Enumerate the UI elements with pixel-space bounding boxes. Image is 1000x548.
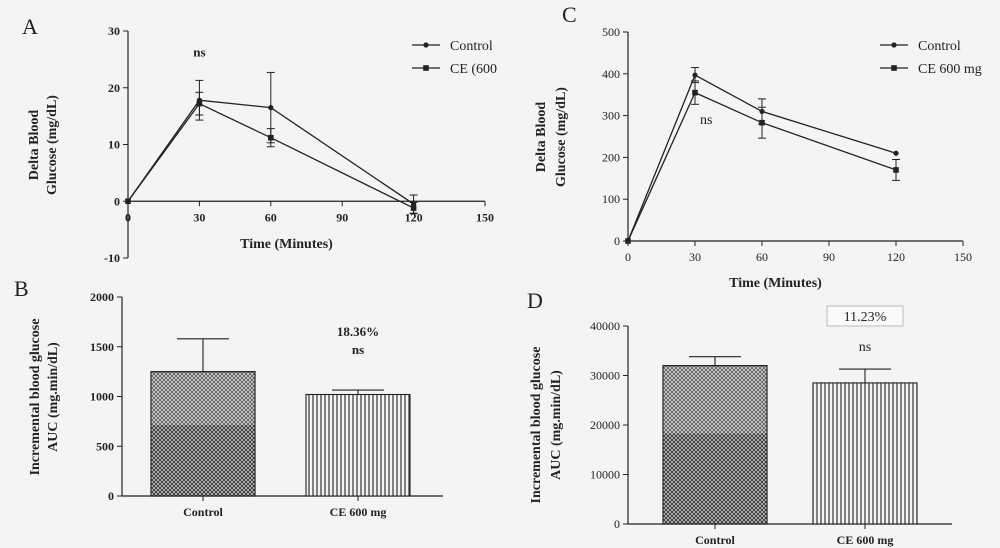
x-tick-label: 30 bbox=[689, 250, 701, 264]
panel-letter: D bbox=[527, 288, 543, 313]
series-line-0 bbox=[127, 99, 414, 205]
y-tick-label: 200 bbox=[602, 150, 620, 164]
data-point bbox=[759, 119, 765, 126]
series-line-0 bbox=[627, 74, 897, 242]
panel-letter: B bbox=[14, 276, 29, 301]
data-point bbox=[692, 89, 698, 96]
data-point bbox=[410, 205, 417, 211]
x-category-label: CE 600 mg bbox=[330, 505, 387, 519]
y-tick-label: 100 bbox=[602, 192, 620, 206]
y-tick-label: 500 bbox=[602, 25, 620, 39]
panel-b: B 0 500 1000 1500 2000 Control CE 600 mg Increme… bbox=[14, 276, 443, 519]
y-tick-label: 1000 bbox=[90, 390, 114, 404]
y-tick-label: 20000 bbox=[590, 418, 620, 432]
y-tick-label: 0 bbox=[108, 489, 114, 503]
x-tick-label: 150 bbox=[476, 210, 494, 224]
significance-label: ns bbox=[859, 340, 871, 355]
percent-reduction-label: 18.36% bbox=[337, 324, 379, 339]
x-tick-label: 0 bbox=[125, 210, 131, 224]
y-tick-label: 2000 bbox=[90, 290, 114, 304]
x-tick-label: 120 bbox=[887, 250, 905, 264]
legend-marker bbox=[423, 65, 429, 71]
y-axis-title-line: Incremental blood glucose bbox=[28, 319, 43, 476]
x-category-label: CE 600 mg bbox=[837, 533, 894, 547]
x-tick-label: 0 bbox=[625, 250, 631, 264]
x-tick-label: 30 bbox=[193, 210, 205, 224]
panel-letter: C bbox=[562, 2, 577, 27]
y-tick-label: 0 bbox=[114, 194, 120, 208]
x-axis-title: Time (Minutes) bbox=[240, 237, 333, 252]
y-tick-label: 10 bbox=[108, 138, 120, 152]
x-tick-label: 60 bbox=[265, 210, 277, 224]
y-axis-title-line: Delta Blood bbox=[27, 110, 42, 181]
series-line-1 bbox=[127, 102, 414, 209]
data-point bbox=[125, 198, 131, 205]
legend-label: CE (600 bbox=[450, 62, 497, 77]
legend-marker bbox=[891, 65, 897, 71]
bar bbox=[812, 382, 918, 525]
y-tick-label: 30 bbox=[108, 24, 120, 38]
significance-label: ns bbox=[193, 45, 205, 60]
y-tick-label: 0 bbox=[614, 517, 620, 531]
y-axis-title-line: Incremental blood glucose bbox=[529, 347, 544, 504]
panel-d: D 0 10000 20000 30000 40000 Control CE 600 mg In… bbox=[527, 288, 952, 547]
panel-a: A -10 0 10 20 30 0 30 60 90 120 150 Time (Minutes) De… bbox=[22, 14, 497, 265]
y-tick-label: 400 bbox=[602, 67, 620, 81]
bar-shade bbox=[151, 425, 255, 496]
data-point bbox=[196, 100, 203, 107]
panel-c: C 0 100 200 300 400 500 0 30 60 90 120 150 Time (Minu… bbox=[534, 2, 982, 291]
data-point bbox=[268, 105, 274, 111]
percent-reduction-label: 11.23% bbox=[844, 310, 887, 325]
significance-label: ns bbox=[700, 113, 712, 128]
data-point bbox=[625, 238, 631, 244]
y-tick-label: 40000 bbox=[590, 319, 620, 333]
x-tick-label: 90 bbox=[336, 210, 348, 224]
percent-reduction-box bbox=[826, 305, 904, 327]
data-point bbox=[268, 134, 274, 141]
x-tick-label: 120 bbox=[405, 210, 423, 224]
x-category-label: Control bbox=[183, 505, 223, 519]
series-line-1 bbox=[627, 91, 897, 242]
x-tick-label: 150 bbox=[954, 250, 972, 264]
y-tick-label: -10 bbox=[104, 251, 120, 265]
y-axis-title-line: AUC (mg.min/dL) bbox=[46, 342, 61, 452]
y-axis-title-line: Glucose (mg/dL) bbox=[45, 95, 60, 195]
bar bbox=[305, 393, 411, 497]
y-tick-label: 500 bbox=[96, 439, 114, 453]
bar-shade bbox=[663, 433, 767, 524]
y-tick-label: 10000 bbox=[590, 468, 620, 482]
x-axis-title: Time (Minutes) bbox=[729, 276, 822, 291]
y-axis-title-line: AUC (mg.min/dL) bbox=[549, 370, 564, 480]
y-axis-title-line: Glucose (mg/dL) bbox=[554, 87, 569, 187]
y-axis-title-line: Delta Blood bbox=[534, 102, 549, 173]
significance-label: ns bbox=[352, 342, 364, 357]
data-point bbox=[893, 150, 899, 156]
y-tick-label: 1500 bbox=[90, 340, 114, 354]
y-tick-label: 0 bbox=[614, 234, 620, 248]
legend-marker bbox=[891, 42, 897, 48]
legend-label: Control bbox=[918, 39, 961, 54]
x-tick-label: 90 bbox=[823, 250, 835, 264]
x-tick-label: 60 bbox=[756, 250, 768, 264]
legend-marker bbox=[423, 42, 429, 48]
panel-letter: A bbox=[22, 14, 38, 39]
legend-label: Control bbox=[450, 39, 493, 54]
y-tick-label: 30000 bbox=[590, 369, 620, 383]
y-tick-label: 20 bbox=[108, 81, 120, 95]
data-point bbox=[893, 167, 899, 173]
x-category-label: Control bbox=[695, 533, 735, 547]
y-tick-label: 300 bbox=[602, 109, 620, 123]
legend-label: CE 600 mg bbox=[918, 62, 982, 77]
data-point bbox=[692, 72, 698, 78]
